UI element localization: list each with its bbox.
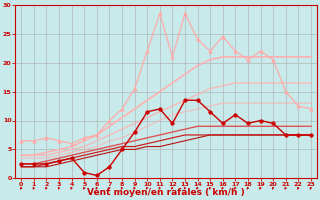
X-axis label: Vent moyen/en rafales ( km/h ): Vent moyen/en rafales ( km/h ) — [87, 188, 245, 197]
